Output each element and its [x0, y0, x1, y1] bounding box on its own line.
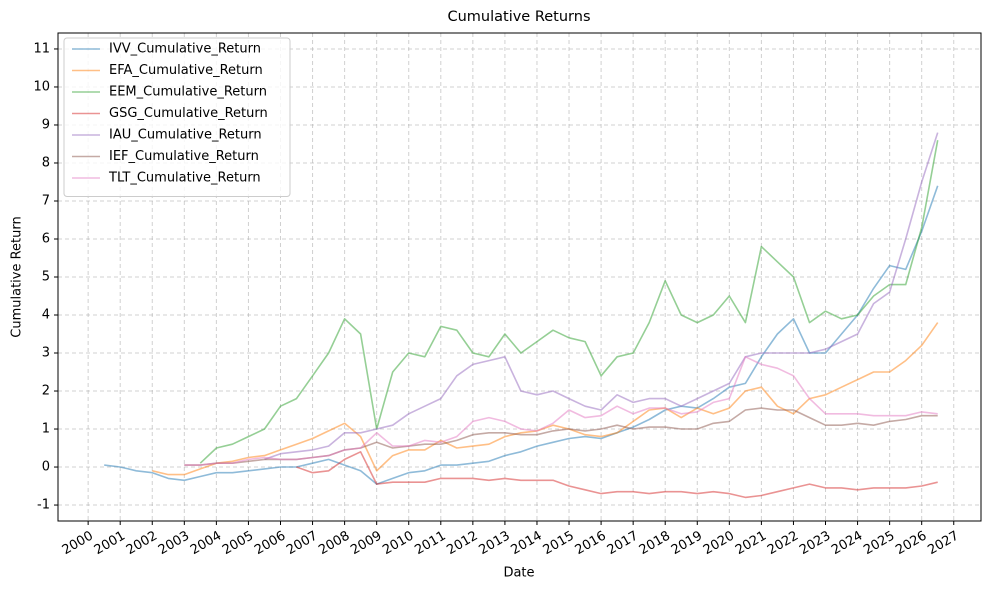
legend-label: EFA_Cumulative_Return	[109, 63, 263, 78]
y-tick-label: 0	[42, 460, 50, 475]
y-tick-label: 7	[42, 193, 50, 208]
legend-label: GSG_Cumulative_Return	[109, 106, 268, 121]
legend-label: TLT_Cumulative_Return	[108, 171, 261, 186]
legend: IVV_Cumulative_Return EFA_Cumulative_Retu…	[63, 37, 291, 197]
y-tick-label: 5	[42, 270, 50, 285]
legend-label: IVV_Cumulative_Return	[109, 42, 261, 57]
legend-label: IAU_Cumulative_Return	[109, 128, 262, 143]
y-tick-label: -1	[37, 498, 50, 513]
y-tick-label: 3	[42, 346, 50, 361]
legend-box	[63, 37, 291, 197]
y-tick-label: 11	[33, 41, 50, 56]
series-line	[152, 322, 939, 476]
x-axis-label: Date	[503, 566, 534, 581]
legend-label: IEF_Cumulative_Return	[109, 149, 259, 164]
series-line	[264, 132, 939, 461]
y-axis-label: Cumulative Return	[10, 216, 25, 337]
y-tick-label: 2	[42, 384, 50, 399]
y-tick-label: 6	[42, 231, 50, 246]
legend-label: EEM_Cumulative_Return	[109, 85, 267, 100]
series-line	[104, 185, 939, 485]
series-line	[184, 356, 938, 466]
y-tick-label: 1	[42, 422, 50, 437]
plot-frame	[57, 32, 982, 522]
y-tick-label: 10	[33, 79, 50, 94]
series-line	[296, 451, 938, 499]
y-tick-label: 9	[42, 117, 50, 132]
y-tick-label: 8	[42, 155, 50, 170]
series-line	[199, 140, 939, 464]
chart-title: Cumulative Returns	[447, 9, 590, 25]
y-tick-label: 4	[42, 308, 50, 323]
